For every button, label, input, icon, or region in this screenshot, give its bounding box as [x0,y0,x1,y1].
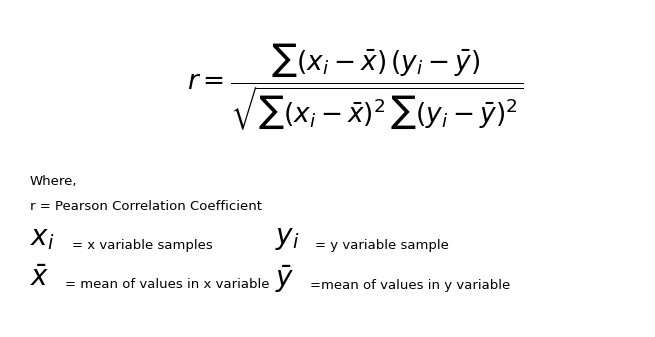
Text: =mean of values in y variable: =mean of values in y variable [310,278,510,292]
Text: = x variable samples: = x variable samples [72,239,213,251]
Text: = y variable sample: = y variable sample [315,239,449,251]
Text: $\mathit{x}_i$: $\mathit{x}_i$ [30,225,54,252]
Text: $\mathit{y}_i$: $\mathit{y}_i$ [275,225,299,252]
Text: r = Pearson Correlation Coefficient: r = Pearson Correlation Coefficient [30,200,262,213]
Text: Where,: Where, [30,176,77,188]
Text: $\bar{\mathit{y}}$: $\bar{\mathit{y}}$ [275,263,294,295]
Text: $r = \dfrac{\sum (x_i - \bar{x})\,(y_i - \bar{y})}{\sqrt{\sum (x_i - \bar{x})^2\: $r = \dfrac{\sum (x_i - \bar{x})\,(y_i -… [187,41,523,133]
Text: = mean of values in x variable: = mean of values in x variable [65,278,269,292]
Text: $\bar{\mathit{x}}$: $\bar{\mathit{x}}$ [30,266,49,293]
